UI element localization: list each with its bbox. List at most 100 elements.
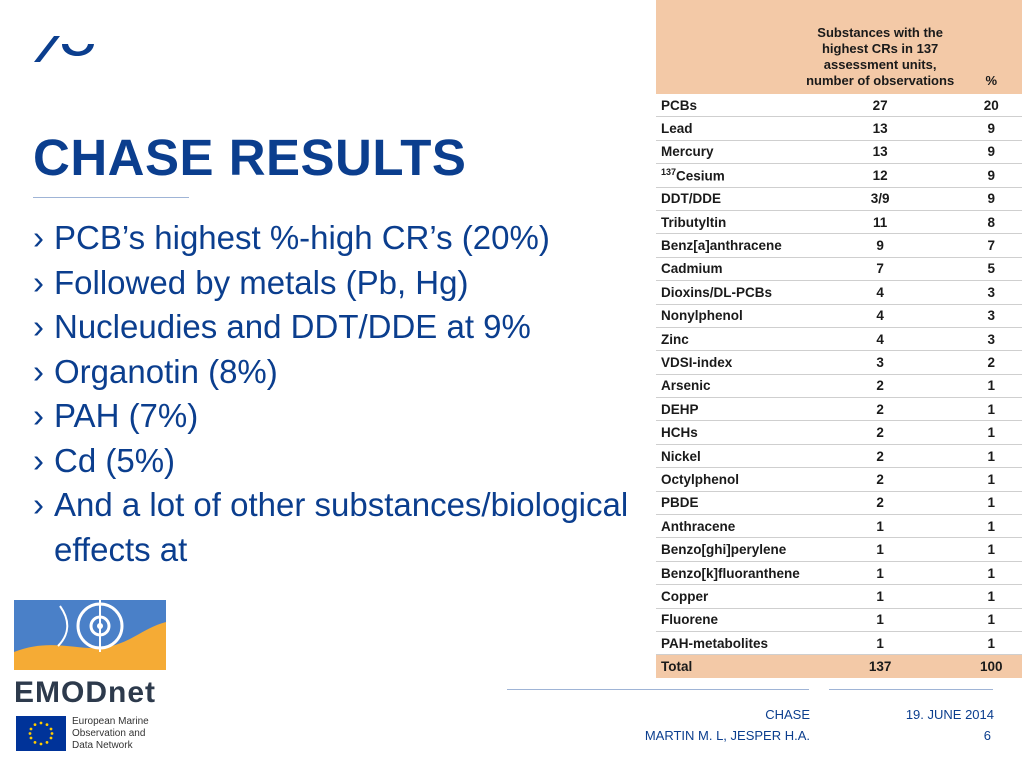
table-row: Lead 13 9 xyxy=(656,116,1022,141)
substance-name-cell: Tributyltin xyxy=(656,210,800,235)
table-row: Anthracene 1 1 xyxy=(656,514,1022,539)
results-table: Substances with the highest CRs in 137 a… xyxy=(656,0,1022,678)
substance-name-cell: Arsenic xyxy=(656,374,800,399)
substance-name-cell: Mercury xyxy=(656,140,800,165)
bullet-text: And a lot of other substances/biological… xyxy=(54,486,629,568)
substance-name-cell: Octylphenol xyxy=(656,467,800,492)
results-table-panel: Substances with the highest CRs in 137 a… xyxy=(656,0,1022,684)
bullet-marker: › xyxy=(33,486,44,523)
table-row: Dioxins/DL-PCBs 4 3 xyxy=(656,280,1022,305)
footer-divider xyxy=(829,689,993,690)
substance-name-cell: Cadmium xyxy=(656,257,800,282)
table-row: Mercury 13 9 xyxy=(656,140,1022,165)
eu-text-line: European Marine xyxy=(72,716,149,727)
table-row: Benz[a]anthracene 9 7 xyxy=(656,233,1022,258)
observation-count: 4 xyxy=(799,304,961,328)
substance-name: Nonylphenol xyxy=(661,308,743,324)
isotope-prefix: 137 xyxy=(661,167,677,178)
substance-name: Arsenic xyxy=(661,378,711,394)
substance-name: Octylphenol xyxy=(661,471,740,487)
substance-name-cell: Copper xyxy=(656,584,800,609)
substance-name-cell: DEHP xyxy=(656,397,800,422)
percent-value: 1 xyxy=(960,608,1022,632)
observation-count: 1 xyxy=(799,631,961,656)
substance-name-cell: PAH-metabolites xyxy=(656,631,800,656)
percent-value: 9 xyxy=(960,116,1022,141)
bullet-marker: › xyxy=(33,441,44,479)
bullet-text: Nucleudies and DDT/DDE at 9% xyxy=(54,308,531,345)
substance-name-cell: Anthracene xyxy=(656,514,800,539)
bullet-marker: › xyxy=(33,352,44,390)
observation-count: 2 xyxy=(799,420,961,445)
percent-value: 3 xyxy=(960,280,1022,305)
percent-value: 1 xyxy=(960,374,1022,399)
percent-value: 1 xyxy=(960,584,1022,609)
percent-value: 20 xyxy=(960,94,1022,118)
bullet-marker: › xyxy=(33,308,44,345)
percent-value: 3 xyxy=(960,327,1022,352)
substance-name: HCHs xyxy=(661,425,698,441)
bullet-item: › PCB’s highest %-high CR’s (20%) xyxy=(33,216,633,261)
substance-name: PAH-metabolites xyxy=(661,635,769,651)
observation-count: 2 xyxy=(799,374,961,399)
footer-date: 19. JUNE 2014 xyxy=(905,707,994,722)
observation-count: 4 xyxy=(799,327,961,352)
table-row: HCHs 2 1 xyxy=(656,420,1022,445)
observation-count: 1 xyxy=(799,561,961,586)
substance-name-cell: Nonylphenol xyxy=(656,304,800,328)
observation-count: 13 xyxy=(799,140,961,165)
eu-flag-icon xyxy=(16,716,66,751)
substance-name: Cesium xyxy=(676,168,725,184)
substance-name-cell: Benzo[ghi]perylene xyxy=(656,537,800,562)
table-row: Fluorene 1 1 xyxy=(656,608,1022,632)
table-row: Nonylphenol 4 3 xyxy=(656,304,1022,328)
bullet-marker: › xyxy=(33,397,44,434)
footer-page-number: 6 xyxy=(983,728,991,743)
bullet-text: PAH (7%) xyxy=(54,397,199,434)
substance-name-cell: HCHs xyxy=(656,420,800,445)
footer-project: CHASE xyxy=(765,707,810,722)
substance-name: VDSI-index xyxy=(661,354,733,370)
table-row: Copper 1 1 xyxy=(656,584,1022,609)
table-row: 137Cesium 12 9 xyxy=(656,163,1022,188)
table-row: Tributyltin 11 8 xyxy=(656,210,1022,235)
substance-name: Benz[a]anthracene xyxy=(661,238,782,254)
percent-value: 1 xyxy=(960,631,1022,656)
table-row: PBDE 2 1 xyxy=(656,491,1022,516)
substance-name-cell: Benz[a]anthracene xyxy=(656,233,800,258)
percent-value: 2 xyxy=(960,350,1022,375)
eu-text-line: Observation and xyxy=(72,728,146,739)
table-row: VDSI-index 3 2 xyxy=(656,350,1022,375)
bullet-item: › Followed by metals (Pb, Hg) xyxy=(33,261,633,306)
percent-value: 1 xyxy=(960,397,1022,422)
observation-count: 1 xyxy=(799,584,961,609)
page-title: CHASE RESULTS xyxy=(33,129,467,186)
substance-name: Anthracene xyxy=(661,518,736,534)
observation-count: 1 xyxy=(799,537,961,562)
substance-name: Benzo[ghi]perylene xyxy=(661,542,787,558)
substance-name: Tributyltin xyxy=(661,214,727,230)
substance-name: Fluorene xyxy=(661,612,719,628)
table-row: Nickel 2 1 xyxy=(656,444,1022,469)
percent-value: 7 xyxy=(960,233,1022,258)
observation-count: 2 xyxy=(799,491,961,516)
observation-count: 1 xyxy=(799,608,961,632)
observation-count: 3 xyxy=(799,350,961,375)
bullet-item: › Nucleudies and DDT/DDE at 9% xyxy=(33,305,633,350)
substance-name-cell: VDSI-index xyxy=(656,350,800,375)
substance-name: Cadmium xyxy=(661,261,723,277)
percent-value: 9 xyxy=(960,187,1022,211)
substance-name: DEHP xyxy=(661,401,699,417)
substance-name-cell: Nickel xyxy=(656,444,800,469)
percent-value: 1 xyxy=(960,491,1022,516)
substance-name: Nickel xyxy=(661,448,701,464)
observation-count: 3/9 xyxy=(799,187,961,211)
eu-text-line: Data Network xyxy=(72,740,133,751)
table-row: Octylphenol 2 1 xyxy=(656,467,1022,492)
substance-name-cell: 137Cesium xyxy=(656,163,800,188)
percent-value: 9 xyxy=(960,163,1022,188)
percent-value: 1 xyxy=(960,420,1022,445)
footer-divider xyxy=(507,689,809,690)
substance-name-cell: PCBs xyxy=(656,94,800,118)
total-percent: 100 xyxy=(960,654,1022,678)
